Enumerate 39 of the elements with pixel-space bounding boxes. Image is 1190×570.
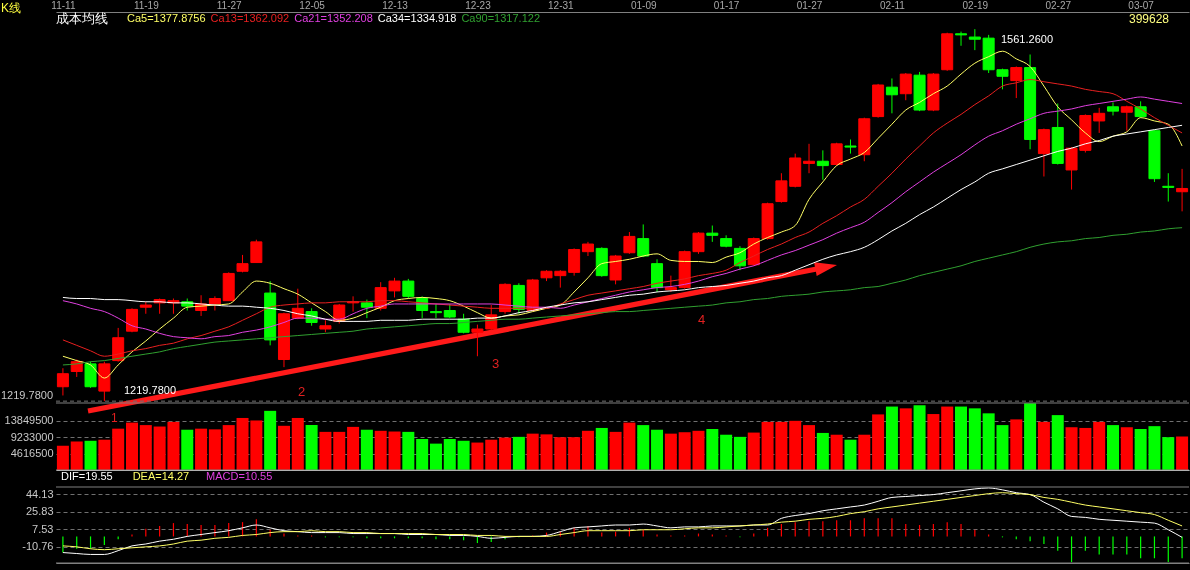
text: Ca13=1362.092: [210, 12, 290, 24]
x-tick-label: 01-27: [796, 0, 823, 11]
x-tick-label: 03-07: [1128, 0, 1155, 11]
annotation: 2: [298, 384, 306, 399]
x-tick-label: 11-27: [216, 0, 243, 11]
x-tick-label: 11-19: [133, 0, 160, 11]
annotation: 3: [492, 356, 500, 371]
y-tick-label: 44.13: [25, 487, 54, 500]
x-tick-label: 11-11: [51, 0, 76, 11]
x-tick-label: 12-13: [382, 0, 409, 11]
text: K线: [1, 1, 22, 15]
x-tick-label: 12-23: [465, 0, 492, 11]
annotation: 399628: [1129, 12, 1170, 26]
x-tick-label: 12-05: [299, 0, 326, 11]
x-tick-label: 01-17: [713, 0, 740, 11]
annotation: 4: [698, 312, 706, 327]
text: DIF=19.55: [61, 470, 113, 482]
text: Ca21=1352.208: [294, 12, 373, 24]
annotation: MACD=10.55: [206, 470, 273, 482]
annotation: 1: [111, 411, 118, 425]
text: Ca34=1334.918: [377, 12, 457, 24]
y-tick-label: 25.83: [25, 505, 54, 518]
y-tick-label: 4616500: [10, 447, 54, 460]
annotation: 1561.2600: [1001, 33, 1053, 45]
text: Ca5=1377.8756: [127, 12, 206, 24]
x-tick-label: 02-19: [962, 0, 989, 11]
text: DEA=14.27: [132, 470, 190, 482]
y-tick-label: 13849500: [4, 414, 54, 427]
annotation: 成本均线: [56, 11, 108, 26]
y-tick-label: 9233000: [10, 430, 54, 443]
y-tick-label: 7.53: [32, 522, 54, 535]
x-tick-label: 02-27: [1045, 0, 1072, 11]
y-tick-label: -10.76: [22, 540, 54, 553]
ref-line-label: 1219.7800: [1, 389, 53, 402]
x-tick-label: 01-09: [630, 0, 657, 11]
x-tick-label: 12-31: [548, 0, 575, 11]
text: Ca90=1317.122: [461, 12, 541, 24]
annotation: 1219.7800: [124, 384, 176, 396]
x-tick-label: 02-11: [880, 0, 906, 11]
